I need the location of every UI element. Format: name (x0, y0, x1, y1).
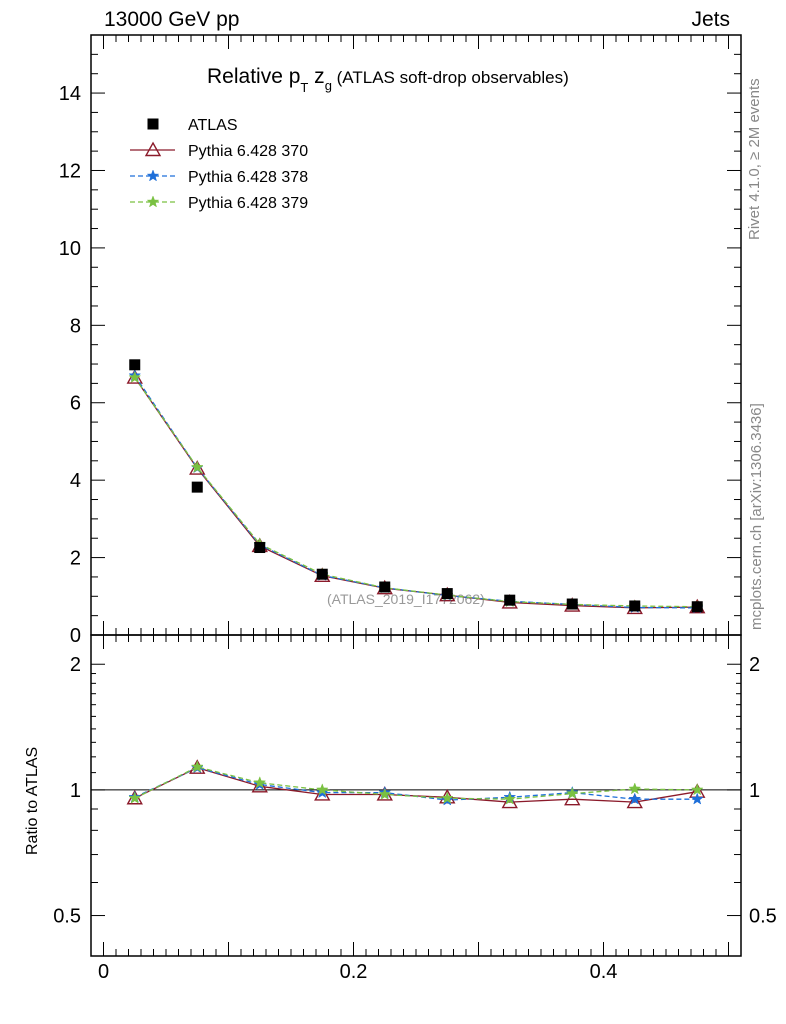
ratio-y-tick-label-left: 0.5 (53, 906, 81, 928)
main-point-atlas (566, 598, 578, 610)
ratio-y-tick-label-right: 0.5 (749, 906, 777, 928)
y-tick-label: 6 (70, 393, 81, 415)
main-point-atlas (254, 542, 266, 554)
ratio-point-pythia-6-428-379 (378, 787, 392, 800)
ratio-point-pythia-6-428-379 (565, 786, 579, 799)
x-tick-label: 0 (98, 961, 109, 983)
ratio-y-tick-label-left: 2 (70, 654, 81, 676)
main-line-pythia-6-428-378 (134, 375, 698, 609)
ratio-point-pythia-6-428-379 (128, 791, 142, 804)
legend-label-pythia-6-428-378: Pythia 6.428 378 (188, 169, 308, 186)
y-tick-label: 0 (70, 625, 81, 647)
y-tick-label: 4 (70, 470, 81, 492)
ratio-point-pythia-6-428-379 (315, 783, 329, 796)
main-point-atlas (379, 581, 391, 593)
title-pre: Relative p (207, 65, 300, 88)
ratio-point-pythia-6-428-379 (190, 760, 204, 773)
main-point-atlas (504, 594, 516, 606)
main-point-pythia-6-428-379 (190, 460, 204, 473)
main-point-atlas (191, 481, 203, 493)
legend-label-atlas: ATLAS (188, 117, 238, 134)
main-title: Relative pT zg (ATLAS soft-drop observab… (207, 65, 569, 95)
title-mid: z (308, 65, 324, 88)
ratio-point-pythia-6-428-379 (503, 792, 517, 805)
ratio-point-pythia-6-428-379 (628, 782, 642, 795)
y-tick-label: 10 (59, 238, 81, 260)
ratio-y-tick-label-right: 1 (749, 780, 760, 802)
process-label: Jets (691, 8, 730, 31)
main-point-pythia-6-428-379 (128, 370, 142, 383)
energy-label: 13000 GeV pp (104, 8, 240, 31)
x-tick-label: 0.2 (340, 961, 368, 983)
main-line-pythia-6-428-379 (134, 377, 698, 608)
legend-marker-pythia-6-428-379 (146, 195, 160, 208)
ratio-point-pythia-6-428-379 (253, 776, 267, 789)
main-point-atlas (316, 568, 328, 580)
ratio-y-tick-label-left: 1 (70, 780, 81, 802)
main-point-atlas (691, 601, 703, 613)
ratio-y-tick-label-right: 2 (749, 654, 760, 676)
main-point-atlas (629, 600, 641, 612)
ratio-point-pythia-6-428-379 (440, 791, 454, 804)
main-line-pythia-6-428-370 (134, 377, 698, 609)
legend-marker-atlas (147, 118, 159, 130)
ratio-ylabel: Ratio to ATLAS (24, 747, 41, 855)
legend-marker-pythia-6-428-378 (146, 169, 160, 182)
title-post: (ATLAS soft-drop observables) (332, 68, 569, 87)
ratio-point-pythia-6-428-378 (690, 792, 704, 805)
ratio-line-pythia-6-428-379 (134, 766, 698, 800)
ratio-point-pythia-6-428-378 (628, 792, 642, 805)
x-tick-label: 0.4 (590, 961, 618, 983)
title-sub1: T (300, 80, 308, 95)
y-tick-label: 14 (59, 83, 81, 105)
y-tick-label: 2 (70, 548, 81, 570)
watermark: (ATLAS_2019_I1772062) (327, 591, 485, 607)
legend-label-pythia-6-428-379: Pythia 6.428 379 (188, 195, 308, 212)
legend-marker-pythia-6-428-370 (144, 141, 162, 157)
ratio-point-pythia-6-428-370 (626, 793, 643, 809)
y-tick-label: 12 (59, 160, 81, 182)
title-sub2: g (325, 78, 332, 93)
y-tick-label: 8 (70, 315, 81, 337)
legend-label-pythia-6-428-370: Pythia 6.428 370 (188, 143, 308, 160)
main-point-atlas (441, 588, 453, 600)
ratio-point-pythia-6-428-379 (690, 783, 704, 796)
main-point-atlas (129, 359, 141, 371)
